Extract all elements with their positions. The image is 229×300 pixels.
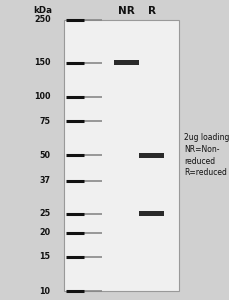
Text: 100: 100 xyxy=(34,92,50,101)
Text: 10: 10 xyxy=(39,286,50,296)
Text: 250: 250 xyxy=(34,15,50,24)
Text: 20: 20 xyxy=(39,228,50,237)
Text: 75: 75 xyxy=(39,117,50,126)
Text: 15: 15 xyxy=(39,252,50,261)
Bar xyxy=(139,211,164,216)
Bar xyxy=(113,60,139,65)
Text: NR: NR xyxy=(118,5,134,16)
Text: 25: 25 xyxy=(39,209,50,218)
Text: 2ug loading
NR=Non-
reduced
R=reduced: 2ug loading NR=Non- reduced R=reduced xyxy=(183,133,228,177)
Bar xyxy=(139,152,164,158)
Text: kDa: kDa xyxy=(33,6,52,15)
Text: 50: 50 xyxy=(39,151,50,160)
Bar xyxy=(64,20,179,291)
Text: 150: 150 xyxy=(34,58,50,67)
Text: 37: 37 xyxy=(39,176,50,185)
Text: R: R xyxy=(147,5,155,16)
